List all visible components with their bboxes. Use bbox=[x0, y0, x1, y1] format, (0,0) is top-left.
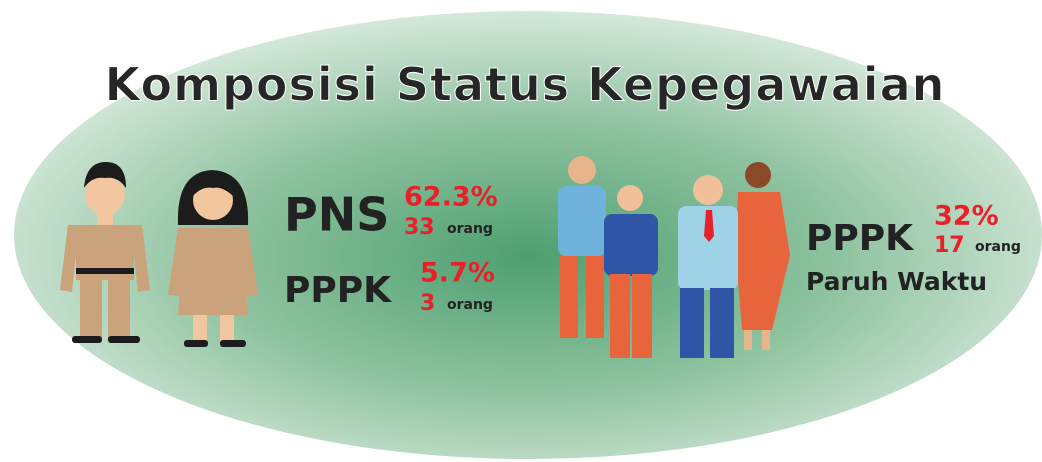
group-count: 33 bbox=[404, 215, 435, 240]
group-unit: orang bbox=[447, 221, 493, 237]
group-percent: 62.3% bbox=[404, 182, 498, 213]
group-label: PPPK bbox=[806, 218, 914, 259]
group-percent: 5.7% bbox=[420, 258, 495, 289]
title: Komposisi Status Kepegawaian bbox=[105, 58, 946, 112]
group-label: PPPK bbox=[284, 270, 392, 311]
group-unit: orang bbox=[975, 239, 1021, 255]
group-label: PNS bbox=[284, 188, 389, 242]
group-count: 17 bbox=[934, 233, 965, 258]
group-percent: 32% bbox=[934, 201, 999, 232]
infographic: Komposisi Status Kepegawaian bbox=[0, 0, 1042, 462]
group-note: Paruh Waktu bbox=[806, 267, 987, 296]
group-count: 3 bbox=[420, 291, 435, 316]
group-unit: orang bbox=[447, 297, 493, 313]
